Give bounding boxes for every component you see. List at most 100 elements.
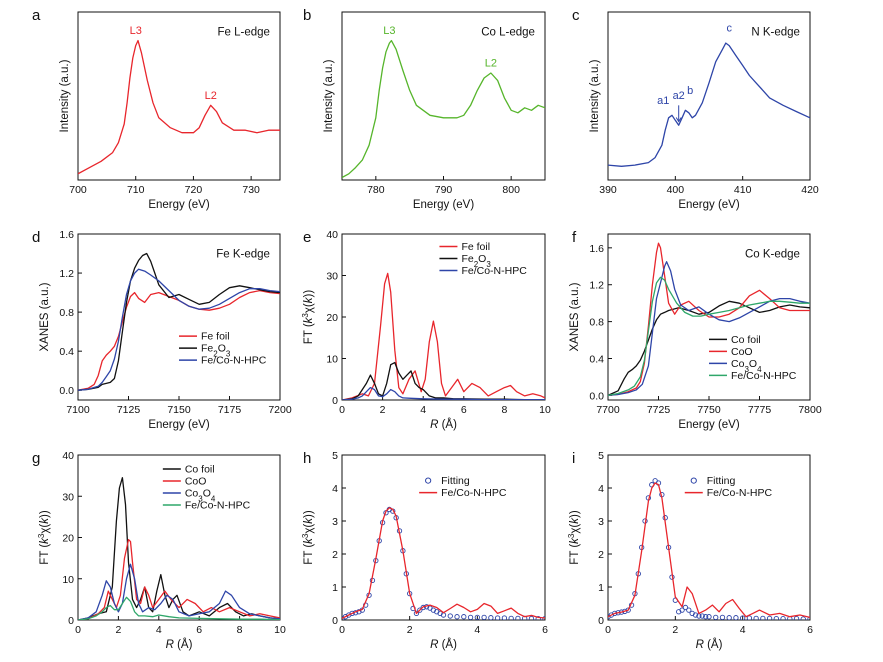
data-point bbox=[528, 616, 535, 620]
series-line bbox=[608, 300, 810, 396]
panel-c: c 390 400 410 420 Energy (eV) Intensity (a.u.)… bbox=[572, 7, 819, 211]
x-tick-label: 720 bbox=[185, 184, 203, 196]
y-tick-label: 5 bbox=[332, 450, 338, 462]
data-point bbox=[682, 604, 689, 611]
x-tick-label: 710 bbox=[127, 184, 145, 196]
legend-label-part: 3 bbox=[486, 259, 491, 268]
y-axis-label: FT (k3χ(k)) bbox=[301, 290, 316, 345]
data-point bbox=[766, 615, 773, 620]
axes-frame bbox=[607, 454, 811, 621]
data-point bbox=[454, 614, 460, 620]
panel-letter: g bbox=[32, 450, 40, 467]
y-axis-label-part: χ( bbox=[569, 524, 581, 534]
x-tick-label: 2 bbox=[115, 624, 121, 636]
y-axis-label: FT (k3χ(k)) bbox=[301, 510, 316, 565]
series-line bbox=[78, 563, 280, 620]
y-tick-label: 30 bbox=[62, 491, 74, 503]
x-tick-label: 730 bbox=[242, 184, 260, 196]
series-line bbox=[608, 261, 810, 397]
x-axis-label: Energy (eV) bbox=[148, 199, 210, 211]
series-line bbox=[342, 386, 545, 400]
legend-label-part: O bbox=[749, 358, 757, 370]
x-tick-label: 4 bbox=[740, 624, 746, 636]
data-point bbox=[679, 607, 685, 613]
annotation-arrowhead bbox=[675, 117, 682, 123]
x-tick-label: 7775 bbox=[748, 404, 772, 416]
y-axis-label: XANES (a.u.) bbox=[39, 282, 51, 351]
data-point bbox=[420, 604, 426, 611]
legend-label: Co foil bbox=[185, 464, 215, 476]
legend-label: Fe2O3 bbox=[201, 343, 231, 359]
data-point bbox=[800, 616, 806, 620]
y-tick-label: 4 bbox=[598, 483, 604, 495]
panel-b: b 780 790 800 Energy (eV) Intensity (a.u.) Co … bbox=[303, 7, 546, 211]
plot-area bbox=[342, 39, 545, 179]
x-tick-label: 8 bbox=[237, 624, 243, 636]
x-axis-label-part: R bbox=[696, 639, 704, 651]
legend-label: Co foil bbox=[731, 334, 761, 346]
y-axis-label-part: k bbox=[569, 517, 581, 524]
x-tick-label: 0 bbox=[339, 404, 345, 416]
legend-label-part: 3 bbox=[226, 349, 231, 358]
y-axis-label-part: k bbox=[39, 537, 51, 544]
data-point bbox=[780, 616, 786, 620]
panel-a: a 700 710 720 730 Energy (eV) Intensity (a.u.)… bbox=[32, 7, 281, 211]
x-axis-label: Energy (eV) bbox=[678, 419, 740, 431]
y-tick-label: 20 bbox=[62, 533, 74, 545]
legend-label-part: 2 bbox=[474, 259, 479, 268]
y-tick-label: 1.6 bbox=[589, 243, 604, 255]
series-line bbox=[342, 361, 545, 400]
peak-annotation: a2 bbox=[673, 90, 685, 102]
axes-frame bbox=[77, 454, 281, 621]
x-tick-label: 7100 bbox=[66, 404, 90, 416]
x-tick-label: 10 bbox=[539, 404, 551, 416]
legend-label-part: 4 bbox=[211, 494, 216, 503]
data-point bbox=[417, 607, 423, 613]
legend-label: Fitting bbox=[441, 475, 470, 487]
y-axis-label-part: )) bbox=[39, 510, 51, 518]
plot-area bbox=[608, 242, 810, 397]
x-tick-label: 6 bbox=[461, 404, 467, 416]
legend-label-part: Fe bbox=[201, 343, 213, 355]
x-tick-label: 2 bbox=[672, 624, 678, 636]
series-line bbox=[78, 538, 280, 620]
x-axis-label-part: (Å) bbox=[438, 638, 457, 651]
x-tick-label: 7725 bbox=[647, 404, 671, 416]
x-tick-label: 7200 bbox=[268, 404, 292, 416]
plot-area bbox=[608, 478, 810, 620]
data-point bbox=[686, 607, 692, 613]
x-axis-label-part: (Å) bbox=[174, 638, 193, 651]
y-axis-label: FT (k3χ(k)) bbox=[567, 510, 582, 565]
legend-label: Fe/Co-N-HPC bbox=[461, 265, 527, 277]
x-axis-label: R (Å) bbox=[166, 638, 193, 651]
series-line bbox=[78, 289, 280, 391]
x-tick-label: 7800 bbox=[798, 404, 822, 416]
series-line bbox=[78, 596, 280, 620]
y-axis-label-part: χ( bbox=[303, 524, 315, 534]
x-tick-label: 400 bbox=[667, 184, 685, 196]
y-axis-label-part: k bbox=[303, 517, 315, 524]
y-tick-label: 10 bbox=[62, 574, 74, 586]
x-tick-label: 790 bbox=[435, 184, 453, 196]
legend-label-part: Co bbox=[185, 488, 199, 500]
panel-title: Co K-edge bbox=[745, 248, 800, 260]
x-axis-label: Energy (eV) bbox=[678, 199, 740, 211]
y-tick-label: 40 bbox=[326, 229, 338, 241]
data-point bbox=[461, 614, 467, 620]
panel-letter: h bbox=[303, 450, 311, 467]
x-axis-label: Energy (eV) bbox=[413, 199, 475, 211]
y-axis-label-part: FT ( bbox=[569, 544, 581, 565]
y-tick-label: 0.8 bbox=[59, 307, 74, 319]
panel-letter: c bbox=[572, 7, 580, 24]
x-tick-label: 10 bbox=[274, 624, 286, 636]
x-tick-label: 2 bbox=[407, 624, 413, 636]
y-axis-label: Intensity (a.u.) bbox=[59, 59, 71, 132]
x-tick-label: 7175 bbox=[218, 404, 242, 416]
x-tick-label: 7700 bbox=[596, 404, 620, 416]
x-tick-label: 390 bbox=[599, 184, 617, 196]
y-tick-label: 0.0 bbox=[589, 390, 604, 402]
data-point bbox=[535, 616, 541, 620]
